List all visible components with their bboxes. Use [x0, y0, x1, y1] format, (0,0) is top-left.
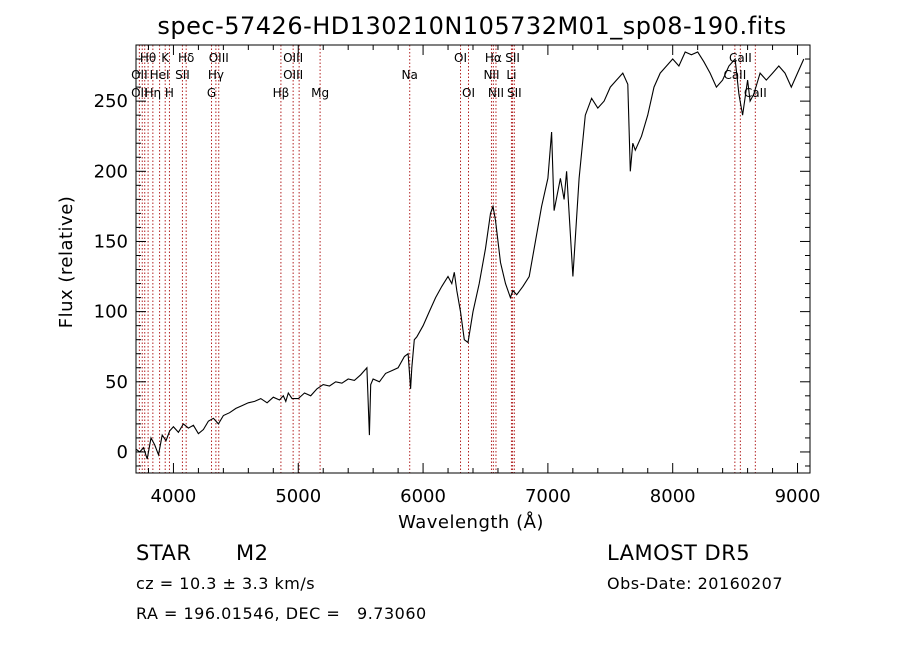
- y-tick-label: 150: [94, 231, 128, 252]
- line-label: H: [165, 86, 174, 100]
- observation-date: Obs-Date: 20160207: [607, 574, 784, 593]
- line-label: Mg: [311, 86, 329, 100]
- x-tick-label: 9000: [775, 486, 821, 507]
- line-label: OIII: [209, 51, 229, 65]
- spectrum-chart: spec-57426-HD130210N105732M01_sp08-190.f…: [56, 12, 821, 533]
- line-label: Hθ: [140, 51, 156, 65]
- line-label: CaII: [723, 68, 746, 82]
- line-label: Li: [506, 68, 516, 82]
- x-tick-label: 6000: [400, 486, 446, 507]
- line-label: K: [161, 51, 170, 65]
- line-label: OII: [131, 86, 148, 100]
- line-label: Hδ: [178, 51, 194, 65]
- line-label: Hη: [145, 86, 162, 100]
- line-label: SII: [507, 86, 522, 100]
- line-label: Hβ: [273, 86, 290, 100]
- y-tick-label: 200: [94, 161, 128, 182]
- line-label: G: [207, 86, 216, 100]
- emission-line-markers: [138, 45, 756, 473]
- x-axis: 4000 5000 6000 7000 8000 9000: [147, 45, 821, 507]
- line-label: Na: [402, 68, 418, 82]
- x-tick-label: 4000: [151, 486, 197, 507]
- object-type: STAR: [136, 541, 192, 565]
- chart-title: spec-57426-HD130210N105732M01_sp08-190.f…: [157, 12, 786, 40]
- line-label: SII: [505, 51, 520, 65]
- y-tick-label: 250: [94, 91, 128, 112]
- x-tick-label: 8000: [650, 486, 696, 507]
- y-tick-label: 0: [117, 442, 128, 463]
- line-label: CaII: [729, 51, 752, 65]
- line-label: NII: [483, 68, 499, 82]
- coordinates: RA = 196.01546, DEC = 9.73060: [136, 604, 427, 623]
- line-label: OI: [462, 86, 475, 100]
- line-label: HeI: [150, 68, 170, 82]
- redshift-info: cz = 10.3 ± 3.3 km/s: [136, 574, 316, 593]
- line-label: OI: [454, 51, 467, 65]
- x-axis-label: Wavelength (Å): [398, 511, 544, 533]
- x-tick-label: 7000: [525, 486, 571, 507]
- y-tick-label: 50: [105, 372, 128, 393]
- survey-name: LAMOST DR5: [607, 541, 751, 565]
- line-label: CaII: [744, 86, 767, 100]
- y-tick-label: 100: [94, 302, 128, 323]
- spectrum-series-line: [135, 51, 805, 460]
- line-label: SII: [175, 68, 190, 82]
- line-label: NII: [488, 86, 504, 100]
- line-label: OII: [131, 68, 148, 82]
- spectral-subclass: M2: [236, 541, 269, 565]
- y-axis-label: Flux (relative): [56, 196, 77, 329]
- plot-frame: [135, 44, 811, 474]
- line-label: Hγ: [208, 68, 224, 82]
- x-tick-label: 5000: [275, 486, 321, 507]
- line-label: Hα: [485, 51, 502, 65]
- y-axis: 0 50 100 150 200 250: [94, 58, 810, 467]
- line-label: OIII: [283, 68, 303, 82]
- line-label: OIII: [283, 51, 303, 65]
